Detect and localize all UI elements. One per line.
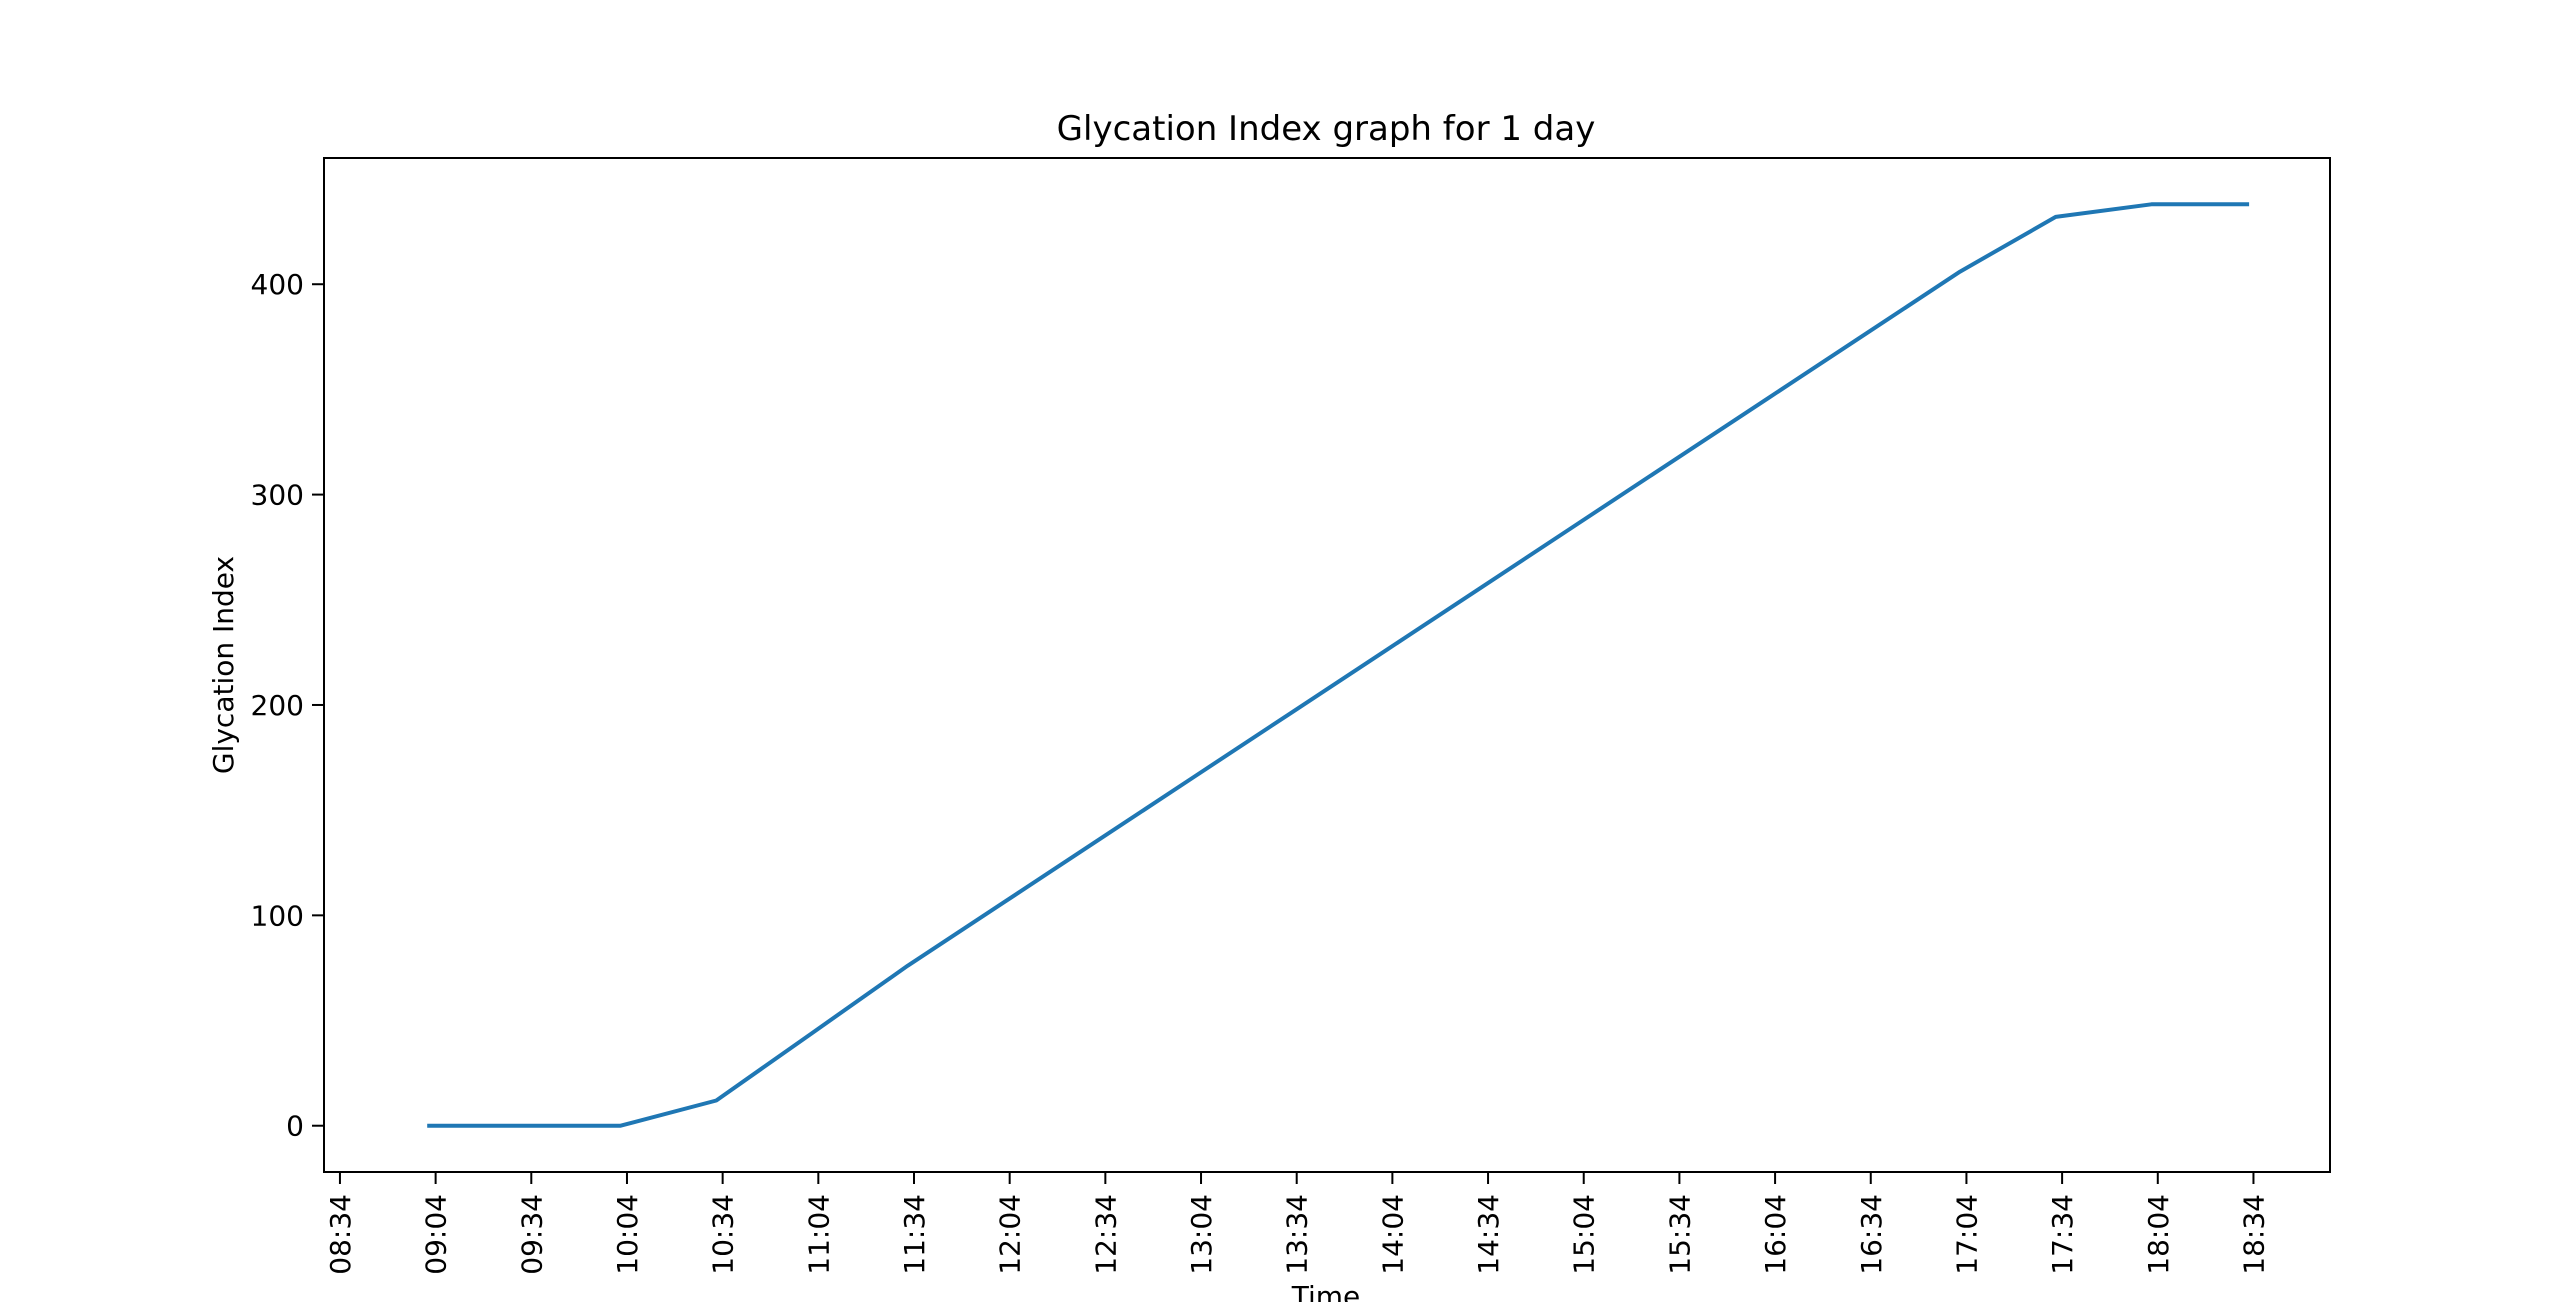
x-tick-label: 18:04 bbox=[2142, 1194, 2175, 1275]
x-tick-label: 16:34 bbox=[1855, 1194, 1888, 1275]
y-tick-label: 400 bbox=[251, 268, 304, 301]
y-tick-label: 100 bbox=[251, 899, 304, 932]
x-axis-label: Time bbox=[1291, 1280, 1361, 1302]
y-tick-label: 300 bbox=[251, 479, 304, 512]
x-tick-label: 08:34 bbox=[324, 1194, 357, 1275]
plot-area bbox=[427, 202, 2250, 1128]
x-tick-label: 10:34 bbox=[707, 1194, 740, 1275]
y-axis-label: Glycation Index bbox=[207, 556, 240, 774]
x-tick-label: 09:04 bbox=[420, 1194, 453, 1275]
x-tick-label: 13:04 bbox=[1185, 1194, 1218, 1275]
x-tick-label: 17:34 bbox=[2046, 1194, 2079, 1275]
x-tick-label: 14:34 bbox=[1472, 1194, 1505, 1275]
x-tick-label: 12:04 bbox=[994, 1194, 1027, 1275]
series-line-0 bbox=[427, 202, 2250, 1128]
y-tick-label: 0 bbox=[286, 1110, 304, 1143]
x-tick-label: 11:04 bbox=[802, 1194, 835, 1275]
x-tick-label: 10:04 bbox=[611, 1194, 644, 1275]
x-tick-label: 14:04 bbox=[1376, 1194, 1409, 1275]
x-tick-label: 11:34 bbox=[898, 1194, 931, 1275]
x-tick-label: 12:34 bbox=[1089, 1194, 1122, 1275]
x-tick-label: 15:04 bbox=[1568, 1194, 1601, 1275]
x-axis: 08:34 09:04 09:34 10:04 10:34 11:04 11:34 12:04… bbox=[324, 1172, 2270, 1275]
y-tick-label: 200 bbox=[251, 689, 304, 722]
x-tick-label: 17:04 bbox=[1950, 1194, 1983, 1275]
y-axis: 0 100 200 300 400 bbox=[251, 268, 324, 1143]
x-tick-label: 09:34 bbox=[515, 1194, 548, 1275]
x-tick-label: 13:34 bbox=[1281, 1194, 1314, 1275]
x-tick-label: 15:34 bbox=[1663, 1194, 1696, 1275]
x-tick-label: 16:04 bbox=[1759, 1194, 1792, 1275]
plot-frame bbox=[323, 157, 2331, 1173]
chart-title: Glycation Index graph for 1 day bbox=[1057, 109, 1596, 149]
x-tick-label: 18:34 bbox=[2237, 1194, 2270, 1275]
